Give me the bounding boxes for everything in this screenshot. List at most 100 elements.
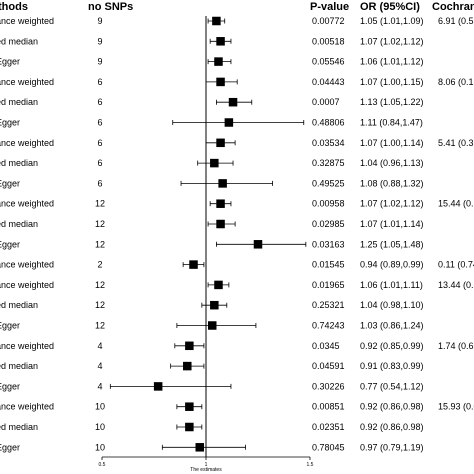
row-nsnps: 10 [95,402,105,412]
estimate-marker [189,260,198,269]
row-cochran-q: 13.44 (0.27) [438,280,474,290]
row-cochran-q: 1.74 (0.63) [438,341,474,351]
row-or: 0.91 (0.83,0.99) [360,361,424,371]
row-pvalue: 0.03534 [312,138,345,148]
row-method: ance weighted [0,280,54,290]
row-nsnps: 4 [97,381,102,391]
row-or: 0.92 (0.86,0.98) [360,422,424,432]
estimate-marker [224,118,234,127]
header-cochran: Cochran's Q (P) [432,1,474,13]
estimate-marker [228,97,238,107]
row-pvalue: 0.00772 [312,16,345,26]
row-method: ance weighted [0,199,54,209]
row-or: 1.13 (1.05,1.22) [360,97,424,107]
row-pvalue: 0.05546 [312,57,345,67]
row-or: 1.06 (1.01,1.12) [360,57,424,67]
row-method: ance weighted [0,138,54,148]
row-or: 1.07 (1.01,1.14) [360,219,424,229]
x-axis-title: The estimates [190,467,222,473]
estimate-marker [185,422,194,432]
row-cochran-q: 6.91 (0.55) [438,16,474,26]
row-pvalue: 0.0345 [312,341,340,351]
row-pvalue: 0.30226 [312,381,345,391]
x-tick-label: 1.5 [307,462,314,468]
row-method: ance weighted [0,77,54,87]
row-pvalue: 0.78045 [312,442,345,452]
table-rows: ance weighted 9 0.00772 1.05 (1.01,1.09) 6.9… [0,16,474,452]
row-or: 1.04 (0.96,1.13) [360,158,424,168]
row-nsnps: 12 [95,199,105,209]
row-method: Egger [0,321,20,331]
header-nsnps: no SNPs [88,1,133,13]
row-cochran-q: 15.93 (0.07) [438,402,474,412]
row-nsnps: 6 [97,158,102,168]
row-method: Egger [0,118,20,128]
row-or: 0.77 (0.54,1.12) [360,381,424,391]
row-or: 1.11 (0.84,1.47) [360,118,423,128]
row-method: ed median [0,97,38,107]
row-cochran-q: 8.06 (0.15) [438,77,474,87]
row-pvalue: 0.02985 [312,219,345,229]
x-tick-label: 1 [205,462,208,468]
row-or: 0.97 (0.79,1.19) [360,442,424,452]
estimate-marker [210,300,219,310]
row-method: Egger [0,178,20,188]
row-or: 0.94 (0.89,0.99) [360,260,424,270]
row-or: 1.07 (1.00,1.14) [360,138,424,148]
row-pvalue: 0.00958 [312,199,345,209]
row-nsnps: 6 [97,77,102,87]
row-method: ance weighted [0,341,54,351]
estimate-marker [216,37,225,46]
row-cochran-q: 5.41 (0.37) [438,138,474,148]
estimate-marker [218,179,227,188]
row-nsnps: 6 [97,97,102,107]
row-or: 1.25 (1.05,1.48) [360,239,424,249]
header-or: OR (95%CI) [360,1,420,13]
header-pvalue: P-value [310,1,349,13]
row-nsnps: 4 [97,361,102,371]
estimate-marker [216,77,225,87]
estimate-marker [253,240,263,249]
row-method: ed median [0,36,38,46]
row-pvalue: 0.48806 [312,118,345,128]
row-nsnps: 2 [97,260,102,270]
estimate-marker [216,219,225,229]
row-or: 0.92 (0.86,0.98) [360,402,424,412]
row-cochran-q: 15.44 (0.16) [438,199,474,209]
row-nsnps: 6 [97,138,102,148]
row-or: 1.07 (1.02,1.12) [360,36,424,46]
row-nsnps: 10 [95,442,105,452]
row-method: ance weighted [0,16,54,26]
row-nsnps: 12 [95,321,105,331]
estimate-marker [210,158,219,168]
row-method: Egger [0,442,20,452]
row-nsnps: 6 [97,178,102,188]
row-or: 0.92 (0.85,0.99) [360,341,424,351]
row-pvalue: 0.49525 [312,178,345,188]
x-axis: 0.5 1 1.5 [99,456,314,468]
row-or: 1.06 (1.01,1.11) [360,280,423,290]
estimate-marker [214,280,223,290]
estimate-marker [185,341,194,351]
row-method: ed median [0,300,38,310]
row-pvalue: 0.32875 [312,158,345,168]
row-pvalue: 0.74243 [312,321,345,331]
row-pvalue: 0.03163 [312,239,345,249]
row-method: ed median [0,158,38,168]
estimate-marker [207,321,217,330]
estimate-marker [195,443,205,452]
row-method: ance weighted [0,260,54,270]
row-or: 1.03 (0.86,1.24) [360,321,424,331]
row-pvalue: 0.25321 [312,300,345,310]
row-nsnps: 4 [97,341,102,351]
row-nsnps: 12 [95,300,105,310]
row-pvalue: 0.01545 [312,260,345,270]
row-nsnps: 10 [95,422,105,432]
row-pvalue: 0.00851 [312,402,345,412]
row-pvalue: 0.01965 [312,280,345,290]
row-nsnps: 12 [95,239,105,249]
estimate-marker [153,382,163,391]
plot-area [109,16,307,457]
row-method: Egger [0,381,20,391]
estimate-marker [216,138,225,148]
